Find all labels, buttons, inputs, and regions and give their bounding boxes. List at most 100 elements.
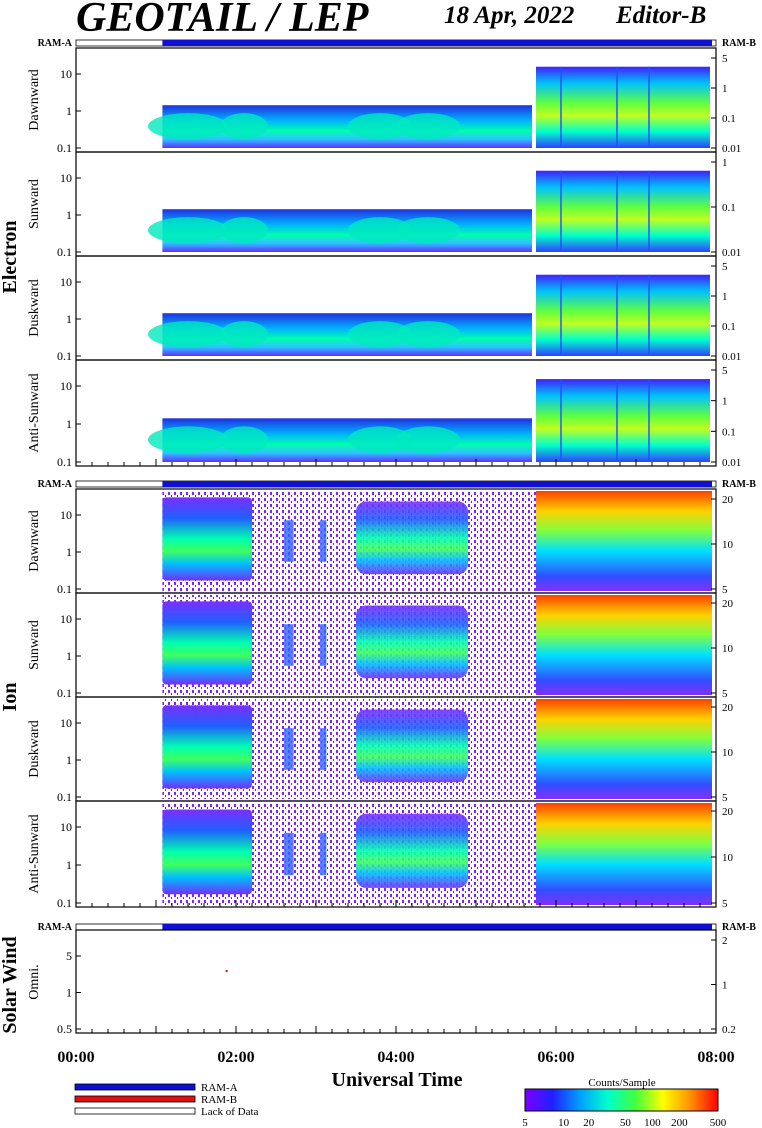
ion-streak (284, 624, 294, 666)
ion-streak (320, 832, 327, 876)
ion-streak (320, 624, 327, 666)
ram-left-label: RAM-A (38, 922, 73, 933)
right-tick-label: 10 (722, 643, 734, 655)
electron-high-flux (536, 274, 710, 356)
electron-gap (560, 170, 562, 252)
electron-blob (396, 426, 460, 454)
electron-high-flux (536, 170, 710, 252)
ion-high-flux (536, 803, 712, 905)
right-tick-label: 1 (722, 291, 728, 303)
electron-gap (616, 66, 618, 148)
legend-swatch (74, 1083, 196, 1091)
ion-block (356, 813, 468, 888)
right-tick-label: 2 (722, 935, 728, 947)
right-tick-label: 1 (722, 157, 728, 169)
electron-blob (220, 426, 268, 454)
colorbar-tick-label: 10 (558, 1117, 570, 1128)
right-tick-label: 0.01 (722, 457, 741, 469)
colorbar-tick-label: 200 (671, 1117, 688, 1128)
colorbar-tick-label: 500 (710, 1117, 727, 1128)
left-tick-label: 0.1 (57, 582, 72, 596)
electron-blob (348, 426, 412, 454)
electron-blob (148, 426, 228, 454)
ion-block (162, 601, 252, 685)
right-tick-label: 5 (722, 584, 728, 596)
electron-blob (396, 113, 460, 140)
left-tick-label: 10 (60, 508, 72, 522)
figure-editor: Editor-B (616, 2, 707, 29)
ram-right-label: RAM-B (722, 922, 756, 933)
colorbar (524, 1088, 719, 1112)
panel-frames (74, 39, 719, 1115)
ion-streak (320, 520, 327, 562)
left-tick-label: 0.1 (57, 245, 72, 259)
panel-label: Anti-Sunward (27, 373, 42, 452)
legend-label: RAM-A (201, 1082, 238, 1094)
electron-high-flux (536, 66, 710, 148)
electron-gap (560, 274, 562, 356)
left-tick-label: 10 (60, 612, 72, 626)
legend-swatch (74, 1095, 196, 1103)
panel-label: Omni. (27, 964, 42, 999)
left-tick-label: 10 (60, 379, 72, 393)
electron-blob (348, 113, 412, 140)
right-tick-label: 0.1 (722, 426, 736, 438)
electron-high-flux (536, 379, 710, 462)
solar-wind-point (225, 970, 228, 972)
panel-label: Dawnward (27, 69, 42, 130)
right-tick-label: 20 (722, 598, 734, 610)
legend-label: RAM-B (201, 1094, 237, 1106)
ion-block (162, 705, 252, 789)
right-tick-label: 0.2 (722, 1024, 736, 1036)
ion-streak (284, 832, 294, 876)
ion-high-flux (536, 699, 712, 799)
ion-high-flux (536, 595, 712, 695)
ion-block (356, 605, 468, 679)
electron-gap (560, 66, 562, 148)
ion-block (356, 501, 468, 575)
left-tick-label: 10 (60, 171, 72, 185)
ion-streak (320, 728, 327, 770)
panel-frame (75, 929, 717, 1034)
right-tick-label: 1 (722, 396, 728, 408)
left-tick-label: 1 (66, 545, 72, 559)
left-tick-label: 10 (60, 820, 72, 834)
electron-gap (560, 379, 562, 462)
right-tick-label: 1 (722, 83, 728, 95)
panel-label: Duskward (27, 720, 42, 778)
electron-blob (396, 321, 460, 348)
left-tick-label: 0.1 (57, 790, 72, 804)
panel-label: Sunward (27, 179, 42, 229)
legend-label: Lack of Data (201, 1106, 259, 1118)
x-tick-label: 08:00 (697, 1049, 734, 1066)
ion-block (356, 709, 468, 783)
left-tick-label: 10 (60, 67, 72, 81)
figure-title: GEOTAIL / LEP (76, 0, 369, 41)
group-label-electron: Electron (0, 221, 21, 294)
right-tick-label: 5 (722, 365, 728, 377)
left-tick-label: 10 (60, 716, 72, 730)
panel-label: Dawnward (27, 510, 42, 571)
ion-high-flux (536, 491, 712, 591)
right-tick-label: 0.1 (722, 113, 736, 125)
left-tick-label: 1 (66, 104, 72, 118)
right-tick-label: 5 (722, 898, 728, 910)
ram-left-label: RAM-A (38, 479, 73, 490)
x-tick-label: 04:00 (377, 1049, 414, 1066)
colorbar-tick-label: 50 (620, 1117, 632, 1128)
right-tick-label: 0.1 (722, 202, 736, 214)
ram-bar-fill (162, 924, 712, 930)
electron-gap (616, 379, 618, 462)
ram-right-label: RAM-B (722, 479, 756, 490)
right-tick-label: 20 (722, 494, 734, 506)
right-tick-label: 0.01 (722, 351, 741, 363)
electron-blob (148, 113, 228, 140)
electron-gap (648, 274, 650, 356)
group-label-ion: Ion (0, 683, 21, 712)
left-tick-label: 0.5 (57, 1022, 72, 1036)
right-tick-label: 5 (722, 261, 728, 273)
electron-blob (220, 321, 268, 348)
electron-blob (220, 113, 268, 140)
right-tick-label: 10 (722, 747, 734, 759)
ion-streak (284, 520, 294, 562)
